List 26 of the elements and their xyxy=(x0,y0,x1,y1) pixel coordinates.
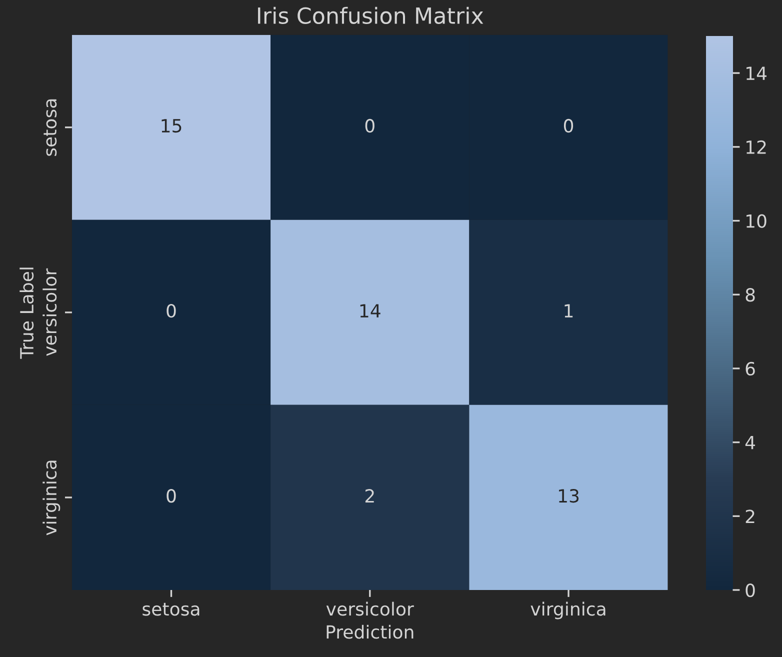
data-label: 0 xyxy=(365,118,374,133)
data-label: 14 xyxy=(360,304,380,318)
x-tick-label: setosa xyxy=(142,602,200,616)
color-bar-label: 8 xyxy=(746,288,755,302)
color-bar-label: 0 xyxy=(746,583,755,598)
data-label: 2 xyxy=(365,489,374,502)
y-tick-label: setosa xyxy=(44,99,57,156)
data-label: 1 xyxy=(564,304,573,318)
color-bar-label: 14 xyxy=(746,66,766,80)
color-bar-label: 12 xyxy=(746,140,766,154)
x-axis-title: Prediction xyxy=(326,624,414,639)
color-bar-label: 4 xyxy=(745,436,756,450)
color-bar-label: 10 xyxy=(746,214,766,228)
data-label: 13 xyxy=(559,489,579,503)
color-bar-label: 6 xyxy=(746,362,755,376)
data-label: 0 xyxy=(166,304,176,318)
y-tick-label: versicolor xyxy=(42,268,57,356)
data-label: 15 xyxy=(162,119,182,133)
data-label: 0 xyxy=(166,489,176,503)
x-tick-label: virginica xyxy=(530,602,606,620)
data-label: 0 xyxy=(564,118,574,133)
color-bar-label: 2 xyxy=(746,510,754,523)
x-tick-label: versicolor xyxy=(326,602,414,616)
y-axis-title: True Label xyxy=(20,268,34,359)
y-tick-label: virginica xyxy=(42,460,60,536)
chart-title: Iris Confusion Matrix xyxy=(258,6,484,24)
